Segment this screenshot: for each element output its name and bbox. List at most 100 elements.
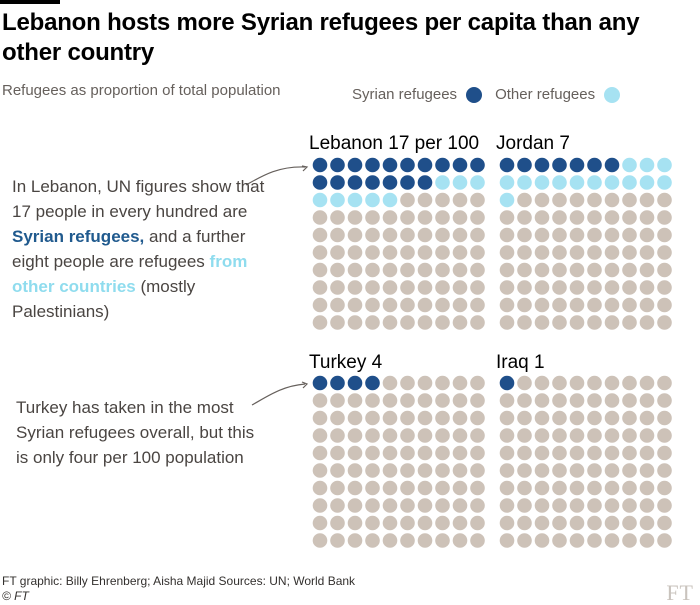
waffle-dot-lebanon-rest bbox=[330, 280, 345, 295]
waffle-dot-turkey-rest bbox=[400, 480, 415, 496]
waffle-dot-turkey-rest bbox=[365, 445, 380, 461]
waffle-dot-iraq-rest bbox=[587, 375, 602, 391]
waffle-dot-lebanon-rest bbox=[470, 262, 485, 278]
waffle-dot-jordan-rest bbox=[657, 227, 672, 243]
waffle-dot-jordan-rest bbox=[657, 297, 672, 313]
waffle-dot-turkey-rest bbox=[452, 533, 468, 548]
waffle-dot-lebanon-rest bbox=[382, 210, 398, 225]
waffle-dot-turkey-rest bbox=[452, 463, 468, 478]
waffle-dot-jordan-rest bbox=[639, 262, 655, 278]
waffle-dot-turkey-rest bbox=[365, 393, 380, 408]
waffle-dot-iraq-rest bbox=[499, 463, 515, 478]
waffle-dot-iraq-rest bbox=[604, 375, 620, 391]
waffle-dot-iraq-rest bbox=[639, 428, 655, 443]
waffle-dot-iraq-rest bbox=[639, 463, 655, 478]
waffle-dot-iraq-rest bbox=[639, 410, 655, 426]
legend-item-other: Other refugees bbox=[495, 86, 621, 103]
waffle-dot-iraq-rest bbox=[569, 375, 585, 391]
waffle-dot-jordan-rest bbox=[534, 210, 550, 225]
waffle-dot-lebanon-syrian bbox=[365, 157, 380, 173]
waffle-dot-jordan-rest bbox=[569, 245, 585, 260]
waffle-dot-jordan-rest bbox=[587, 262, 602, 278]
waffle-dot-iraq-rest bbox=[587, 445, 602, 461]
waffle-dot-iraq-rest bbox=[552, 445, 567, 461]
waffle-dot-iraq-rest bbox=[604, 393, 620, 408]
waffle-dot-lebanon-rest bbox=[312, 297, 328, 313]
waffle-dot-lebanon-rest bbox=[452, 315, 468, 330]
waffle-dot-turkey-rest bbox=[382, 393, 398, 408]
waffle-dot-iraq-rest bbox=[604, 480, 620, 496]
waffle-dot-lebanon-syrian bbox=[382, 175, 398, 190]
waffle-dot-lebanon-rest bbox=[400, 245, 415, 260]
waffle-dot-iraq-rest bbox=[639, 515, 655, 531]
waffle-dot-turkey-rest bbox=[312, 515, 328, 531]
waffle-dot-lebanon-rest bbox=[312, 262, 328, 278]
waffle-dot-lebanon-rest bbox=[312, 245, 328, 260]
waffle-dot-turkey-rest bbox=[382, 480, 398, 496]
waffle-dot-iraq-rest bbox=[587, 498, 602, 513]
waffle-dot-turkey-rest bbox=[347, 480, 363, 496]
waffle-dot-turkey-rest bbox=[417, 480, 433, 496]
waffle-dot-lebanon-syrian bbox=[312, 175, 328, 190]
waffle-dot-iraq-rest bbox=[534, 393, 550, 408]
waffle-dot-lebanon-syrian bbox=[312, 157, 328, 173]
waffle-dot-iraq-rest bbox=[499, 410, 515, 426]
waffle-dot-iraq-rest bbox=[639, 445, 655, 461]
waffle-dot-turkey-rest bbox=[435, 533, 450, 548]
waffle-dot-jordan-rest bbox=[499, 297, 515, 313]
waffle-dot-turkey-rest bbox=[365, 428, 380, 443]
waffle-dot-jordan-rest bbox=[569, 280, 585, 295]
waffle-dot-lebanon-rest bbox=[470, 297, 485, 313]
waffle-dot-iraq-rest bbox=[534, 498, 550, 513]
waffle-dot-turkey-rest bbox=[417, 498, 433, 513]
waffle-dot-jordan-rest bbox=[552, 262, 567, 278]
waffle-dot-lebanon-rest bbox=[365, 245, 380, 260]
waffle-dot-turkey-syrian bbox=[330, 375, 345, 391]
waffle-dot-lebanon-rest bbox=[347, 227, 363, 243]
waffle-dot-lebanon-other bbox=[347, 192, 363, 208]
waffle-dot-turkey-rest bbox=[365, 533, 380, 548]
waffle-dot-iraq-rest bbox=[657, 533, 672, 548]
waffle-dot-turkey-rest bbox=[435, 375, 450, 391]
waffle-dot-turkey-rest bbox=[347, 445, 363, 461]
waffle-dot-turkey-rest bbox=[382, 445, 398, 461]
waffle-dot-iraq-rest bbox=[657, 463, 672, 478]
waffle-dot-iraq-rest bbox=[552, 480, 567, 496]
waffle-dot-iraq-rest bbox=[534, 533, 550, 548]
waffle-dot-iraq-rest bbox=[622, 445, 637, 461]
waffle-dot-lebanon-syrian bbox=[330, 157, 345, 173]
waffle-dot-jordan-syrian bbox=[552, 157, 567, 173]
waffle-dot-jordan-rest bbox=[587, 245, 602, 260]
waffle-dot-lebanon-other bbox=[470, 175, 485, 190]
waffle-dot-jordan-syrian bbox=[517, 157, 532, 173]
waffle-dot-lebanon-rest bbox=[435, 315, 450, 330]
waffle-dot-iraq-rest bbox=[569, 393, 585, 408]
waffle-dot-iraq-rest bbox=[622, 410, 637, 426]
waffle-dot-jordan-rest bbox=[622, 210, 637, 225]
waffle-dot-lebanon-rest bbox=[435, 262, 450, 278]
waffle-dot-turkey-rest bbox=[435, 480, 450, 496]
waffle-dot-jordan-other bbox=[622, 157, 637, 173]
waffle-dot-iraq-rest bbox=[587, 515, 602, 531]
waffle-dot-turkey-rest bbox=[312, 498, 328, 513]
waffle-dot-iraq-rest bbox=[534, 463, 550, 478]
waffle-dot-turkey-rest bbox=[312, 428, 328, 443]
waffle-dot-jordan-syrian bbox=[534, 157, 550, 173]
waffle-dot-iraq-rest bbox=[517, 375, 532, 391]
waffle-dot-jordan-rest bbox=[639, 280, 655, 295]
waffle-dot-iraq-rest bbox=[622, 480, 637, 496]
annotation-lebanon-text-2: and a further eight people are refugees bbox=[12, 227, 246, 271]
waffle-dot-iraq-rest bbox=[534, 410, 550, 426]
waffle-dot-lebanon-rest bbox=[417, 280, 433, 295]
annotation-arrowhead-turkey bbox=[301, 381, 309, 389]
waffle-dot-jordan-rest bbox=[552, 315, 567, 330]
waffle-dot-turkey-rest bbox=[435, 463, 450, 478]
waffle-dot-iraq-rest bbox=[499, 445, 515, 461]
footer-copyright: © FT bbox=[2, 589, 29, 603]
waffle-dot-turkey-rest bbox=[470, 498, 485, 513]
waffle-dot-lebanon-rest bbox=[312, 280, 328, 295]
waffle-dot-jordan-other bbox=[604, 175, 620, 190]
waffle-dot-turkey-rest bbox=[347, 428, 363, 443]
waffle-dot-iraq-rest bbox=[552, 410, 567, 426]
